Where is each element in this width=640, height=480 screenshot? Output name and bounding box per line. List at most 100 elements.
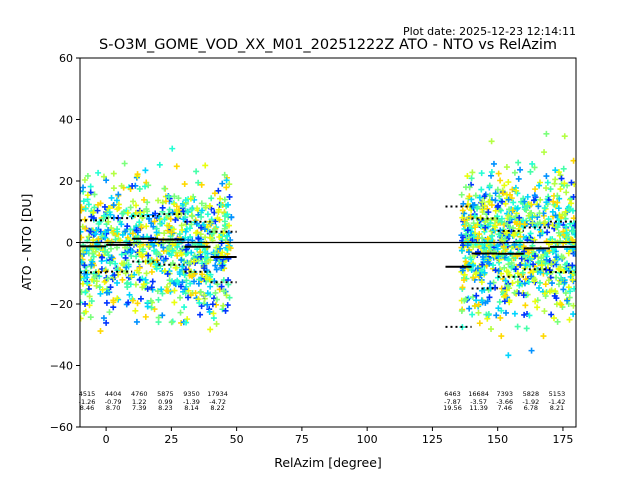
scatter-point [136, 249, 143, 256]
scatter-point [515, 159, 522, 166]
scatter-point [468, 256, 475, 263]
scatter-point [101, 203, 108, 210]
scatter-point [538, 262, 545, 269]
scatter-point [220, 288, 227, 295]
scatter-point [470, 243, 477, 250]
scatter-point [508, 264, 515, 271]
scatter-point [105, 218, 112, 225]
scatter-point [478, 170, 485, 177]
scatter-point [201, 292, 208, 299]
scatter-point [170, 226, 177, 233]
scatter-point [474, 235, 481, 242]
scatter-point [553, 274, 560, 281]
scatter-point [134, 300, 141, 307]
scatter-point [505, 283, 512, 290]
scatter-point [142, 167, 149, 174]
bin-statistics [80, 205, 576, 328]
x-tick-label: 75 [295, 433, 309, 446]
bin-count-label: 17934 [207, 390, 228, 398]
scatter-point [500, 190, 507, 197]
scatter-point [505, 261, 512, 268]
scatter-point [145, 252, 152, 259]
scatter-point [97, 328, 104, 335]
scatter-point [501, 236, 508, 243]
scatter-point [188, 206, 195, 213]
scatter-point [474, 205, 481, 212]
scatter-point [541, 205, 548, 212]
scatter-point [159, 312, 166, 319]
scatter-point [531, 164, 538, 171]
scatter-point [535, 203, 542, 210]
bin-mean-label: -1.42 [549, 398, 566, 406]
scatter-point [487, 280, 494, 287]
scatter-point [104, 275, 111, 282]
scatter-point [475, 301, 482, 308]
scatter-point [472, 271, 479, 278]
scatter-point [488, 172, 495, 179]
scatter-point [514, 323, 521, 330]
scatter-point [528, 273, 535, 280]
scatter-point [224, 211, 231, 218]
scatter-point [136, 243, 143, 250]
scatter-point [99, 286, 106, 293]
scatter-point [144, 303, 151, 310]
scatter-point [102, 234, 109, 241]
scatter-point [468, 225, 475, 232]
bin-count-label: 4515 [79, 390, 96, 398]
scatter-point [142, 276, 149, 283]
scatter-point [168, 229, 175, 236]
scatter-point [138, 224, 145, 231]
scatter-point [208, 195, 215, 202]
scatter-point [562, 290, 569, 297]
bin-count-label: 4404 [105, 390, 122, 398]
bin-mean-label: -4.72 [209, 398, 226, 406]
scatter-point [523, 325, 530, 332]
scatter-point [510, 199, 517, 206]
scatter-point [201, 226, 208, 233]
scatter-point [521, 198, 528, 205]
scatter-point [207, 283, 214, 290]
bin-count-label: 7393 [496, 390, 513, 398]
scatter-point [225, 229, 232, 236]
scatter-point [213, 296, 220, 303]
scatter-point [195, 179, 202, 186]
scatter-point [465, 234, 472, 241]
bin-count-label: 6463 [444, 390, 461, 398]
scatter-point [204, 290, 211, 297]
scatter-point [550, 315, 557, 322]
scatter-point [178, 251, 185, 258]
bin-count-label: 5828 [523, 390, 540, 398]
scatter-point [498, 333, 505, 340]
scatter-point [185, 209, 192, 216]
scatter-point [143, 223, 150, 230]
scatter-point [115, 191, 122, 198]
scatter-point [532, 298, 539, 305]
scatter-point [225, 222, 232, 229]
scatter-point [124, 279, 131, 286]
scatter-point [156, 161, 163, 168]
scatter-point [110, 170, 117, 177]
scatter-point [543, 256, 550, 263]
scatter-point [543, 199, 550, 206]
scatter-point [529, 214, 536, 221]
scatter-point [89, 258, 96, 265]
scatter-point [530, 261, 537, 268]
scatter-point [554, 192, 561, 199]
scatter-point [536, 182, 543, 189]
scatter-point [532, 252, 539, 259]
scatter-point [110, 202, 117, 209]
scatter-point [530, 268, 537, 275]
scatter-point [472, 302, 479, 309]
scatter-point [161, 185, 168, 192]
scatter-point [569, 276, 576, 283]
bin-mean-label: -1.39 [183, 398, 200, 406]
scatter-point [543, 173, 550, 180]
scatter-point [486, 182, 493, 189]
scatter-point [148, 304, 155, 311]
scatter-point [476, 320, 483, 327]
scatter-point [464, 227, 471, 234]
scatter-point [543, 185, 550, 192]
scatter-point [556, 195, 563, 202]
scatter-point [541, 308, 548, 315]
